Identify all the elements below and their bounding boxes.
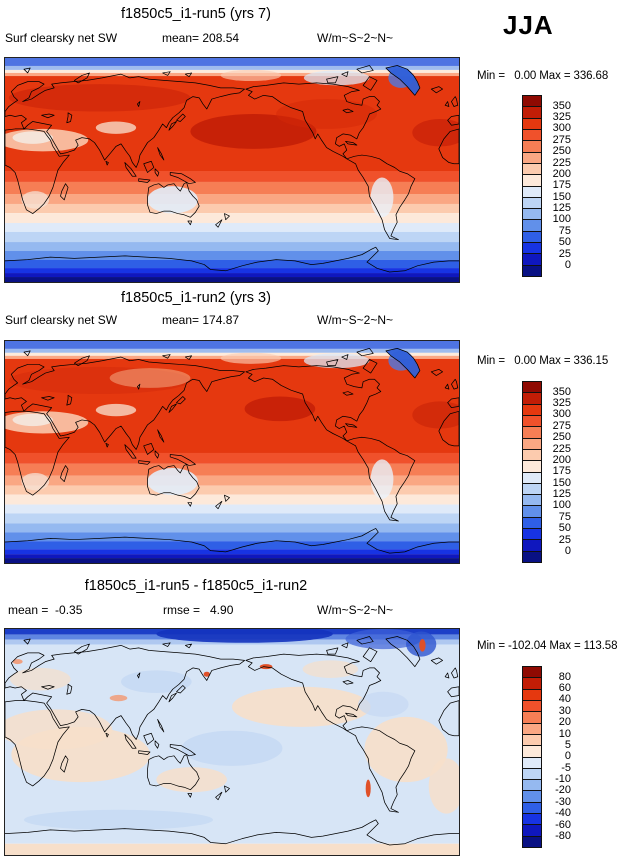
panel3-units-label: W/m~S~2~N~ bbox=[317, 603, 394, 617]
panel1-colorbar bbox=[522, 95, 542, 277]
panel2-colorbar bbox=[522, 381, 542, 563]
panel2-units-label: W/m~S~2~N~ bbox=[317, 313, 394, 327]
colorbar-segment bbox=[522, 550, 542, 563]
panel3-minmax-label: Min = -102.04 Max = 113.58 bbox=[477, 640, 618, 652]
panel1-variable-label: Surf clearsky net SW bbox=[5, 31, 118, 45]
season-label: JJA bbox=[503, 10, 554, 40]
panel3-mean-label: mean = -0.35 bbox=[8, 603, 83, 617]
panel2-mean-label: mean= 174.87 bbox=[162, 313, 240, 327]
panel3-colorbar bbox=[522, 666, 542, 848]
panel2-colorbar-labels: 350 325 300 275 250 225 200 175 150 125 100 75 50 25 0 bbox=[552, 385, 571, 557]
panel1-map-run5 bbox=[4, 57, 460, 283]
panel3-title: f1850c5_i1-run5 - f1850c5_i1-run2 bbox=[84, 578, 308, 594]
panel1-colorbar-labels: 350 325 300 275 250 225 200 175 150 125 100 75 50 25 0 bbox=[552, 99, 571, 271]
panel1-mean-label: mean= 208.54 bbox=[162, 31, 240, 45]
panel1-minmax-label: Min = 0.00 Max = 336.68 bbox=[477, 70, 609, 82]
colorbar-segment bbox=[522, 835, 542, 848]
panel2-title: f1850c5_i1-run2 (yrs 3) bbox=[121, 290, 271, 306]
panel3-rmse-label: rmse = 4.90 bbox=[163, 603, 234, 617]
panel2-minmax-label: Min = 0.00 Max = 336.15 bbox=[477, 355, 609, 367]
panel1-title: f1850c5_i1-run5 (yrs 7) bbox=[121, 6, 271, 22]
panel2-variable-label: Surf clearsky net SW bbox=[5, 313, 118, 327]
colorbar-segment bbox=[522, 264, 542, 277]
panel3-map-difference bbox=[4, 628, 460, 856]
panel3-colorbar-labels: 80 60 40 30 20 10 5 0 -5 -10 -20 -30 -40 -60 -80 bbox=[555, 670, 571, 842]
panel1-units-label: W/m~S~2~N~ bbox=[317, 31, 394, 45]
panel2-map-run2 bbox=[4, 340, 460, 564]
